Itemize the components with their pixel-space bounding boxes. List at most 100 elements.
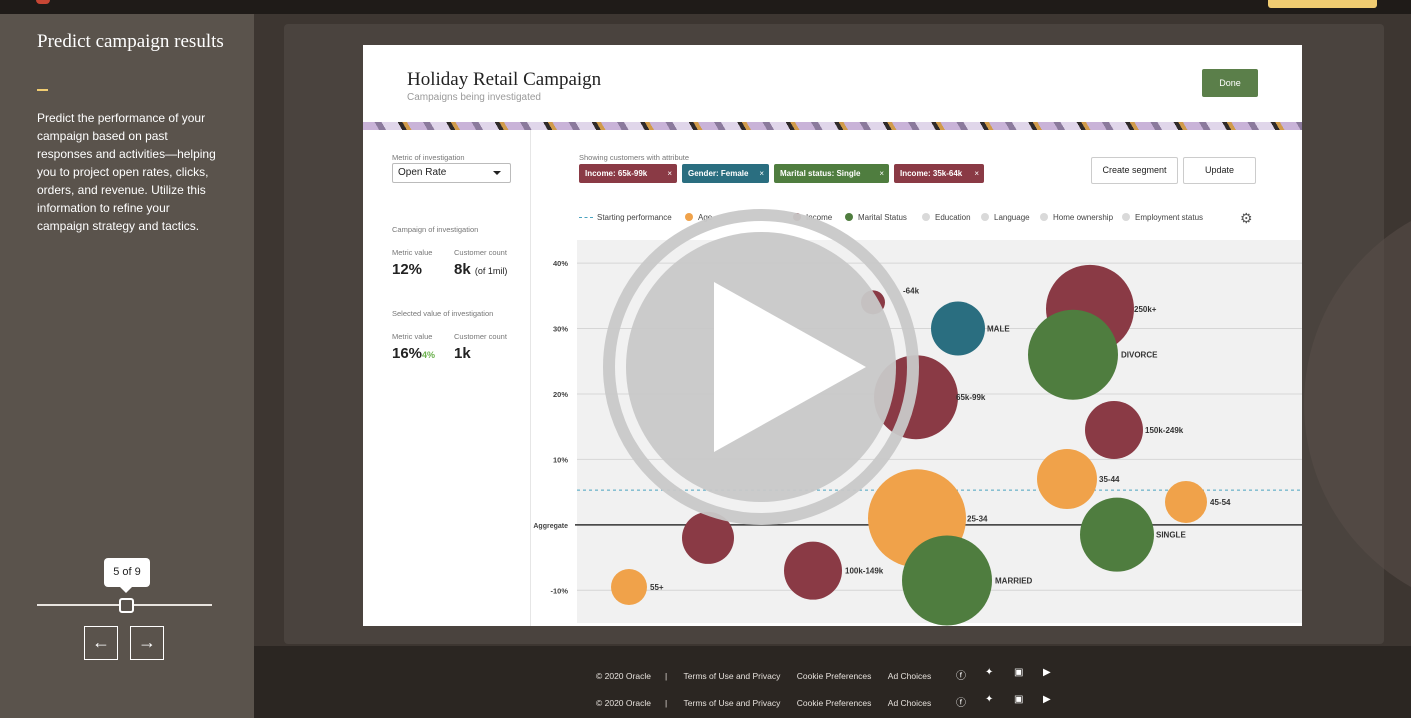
- metric-label: Metric of investigation: [392, 153, 465, 162]
- metric-select[interactable]: Open Rate: [392, 163, 511, 183]
- bubble-married: [902, 535, 992, 626]
- y-tick-label: 10%: [553, 455, 568, 464]
- selected-customer-count-label: Customer count: [454, 332, 507, 341]
- legend-education[interactable]: Education: [922, 213, 971, 222]
- footer-terms-link[interactable]: Terms of Use and Privacy: [683, 698, 781, 708]
- selected-count: 1k: [454, 345, 471, 362]
- done-button[interactable]: Done: [1202, 69, 1258, 97]
- legend-language[interactable]: Language: [981, 213, 1030, 222]
- bubble-male: [931, 301, 985, 356]
- legend-marital-label: Marital Status: [858, 213, 907, 222]
- filter-chip[interactable]: Income: 35k-64k ×: [894, 164, 984, 183]
- decorative-banner: [363, 122, 1302, 130]
- filter-chip[interactable]: Income: 65k-99k ×: [579, 164, 677, 183]
- legend-home[interactable]: Home ownership: [1040, 213, 1113, 222]
- bubble-label: 35-44: [1099, 475, 1120, 484]
- footer-copyright: © 2020 Oracle: [596, 671, 651, 681]
- bubble-label: 150k-249k: [1145, 426, 1184, 435]
- pager-tooltip: 5 of 9: [104, 558, 150, 593]
- legend-age[interactable]: Age: [685, 213, 712, 222]
- campaign-metric: 12%: [392, 261, 423, 278]
- showing-label: Showing customers with attribute: [579, 153, 690, 162]
- close-icon[interactable]: ×: [974, 169, 979, 178]
- update-button[interactable]: Update: [1183, 157, 1256, 184]
- twitter-icon[interactable]: ✦: [985, 667, 994, 678]
- language-dot-icon: [981, 213, 989, 221]
- footer-terms-link[interactable]: Terms of Use and Privacy: [683, 671, 781, 681]
- filter-chip[interactable]: Gender: Female ×: [682, 164, 769, 183]
- legend-starting-label: Starting performance: [597, 213, 672, 222]
- linkedin-icon[interactable]: ▣: [1014, 694, 1024, 705]
- title-rule: [37, 89, 48, 91]
- bubble-label: 45-54: [1210, 498, 1231, 507]
- next-button[interactable]: →: [130, 626, 164, 660]
- bubble-label: 25-34: [967, 514, 988, 523]
- bubble-100k-149k: [784, 541, 842, 600]
- close-icon[interactable]: ×: [667, 169, 672, 178]
- youtube-icon[interactable]: ▶: [1043, 694, 1051, 705]
- legend-home-label: Home ownership: [1053, 213, 1114, 222]
- bubble-label: SINGLE: [1156, 531, 1186, 540]
- bubble-label: 55+: [650, 583, 664, 592]
- card-title: Holiday Retail Campaign: [407, 69, 602, 90]
- footer-cookies-link[interactable]: Cookie Preferences: [796, 671, 872, 681]
- metric-value-label: Metric value: [392, 248, 433, 257]
- legend-employment[interactable]: Employment status: [1122, 213, 1203, 222]
- create-segment-button[interactable]: Create segment: [1091, 157, 1178, 184]
- legend-language-label: Language: [994, 213, 1030, 222]
- y-tick-label: 40%: [553, 259, 568, 268]
- bubble-45-54: [1165, 480, 1207, 523]
- metrics-panel: Metric of investigation Open Rate Campai…: [363, 130, 531, 626]
- campaign-count: 8k (of 1mil): [454, 261, 507, 278]
- filter-chip-label: Marital status: Single: [780, 169, 861, 178]
- filter-chip-label: Gender: Female: [688, 169, 749, 178]
- bubble-label: MARRIED: [995, 576, 1033, 585]
- play-icon[interactable]: [601, 207, 921, 527]
- footer-separator: |: [664, 671, 668, 681]
- customer-count-label: Customer count: [454, 248, 507, 257]
- y-tick-label: 30%: [553, 325, 568, 334]
- sidebar-description: Predict the performance of your campaign…: [37, 111, 216, 233]
- footer-cookies-link[interactable]: Cookie Preferences: [796, 698, 872, 708]
- y-tick-label: 20%: [553, 390, 568, 399]
- legend-age-label: Age: [698, 213, 713, 222]
- footer-adchoices-link[interactable]: Ad Choices: [887, 671, 932, 681]
- progress-slider-handle[interactable]: [119, 598, 134, 613]
- bubble-label: -64k: [903, 286, 920, 295]
- legend-marital[interactable]: Marital Status: [845, 213, 907, 222]
- dashed-line-icon: [579, 217, 593, 218]
- facebook-icon[interactable]: ⓕ: [956, 698, 966, 709]
- campaign-count-value: 8k: [454, 261, 471, 278]
- youtube-icon[interactable]: ▶: [1043, 667, 1051, 678]
- legend-education-label: Education: [935, 213, 971, 222]
- gear-icon[interactable]: ⚙: [1240, 210, 1253, 226]
- bubble-unlabeled: [682, 511, 734, 564]
- footer-adchoices-link[interactable]: Ad Choices: [887, 698, 932, 708]
- legend-starting[interactable]: Starting performance: [579, 213, 672, 222]
- prev-button[interactable]: ←: [84, 626, 118, 660]
- sidebar-title: Predict campaign results: [37, 31, 224, 52]
- education-dot-icon: [922, 213, 930, 221]
- close-icon[interactable]: ×: [759, 169, 764, 178]
- card-subtitle: Campaigns being investigated: [407, 92, 541, 103]
- selected-metric-value: 16%: [392, 345, 423, 362]
- campaign-section-label: Campaign of investigation: [392, 225, 479, 234]
- facebook-icon[interactable]: ⓕ: [956, 671, 966, 682]
- legend-employment-label: Employment status: [1135, 213, 1204, 222]
- filter-chip-label: Income: 65k-99k: [585, 169, 648, 178]
- legend-income-label: Income: [806, 213, 833, 222]
- marital-dot-icon: [845, 213, 853, 221]
- sidebar: Predict campaign results Predict the per…: [0, 14, 254, 718]
- linkedin-icon[interactable]: ▣: [1014, 667, 1024, 678]
- filter-chip[interactable]: Marital status: Single ×: [774, 164, 889, 183]
- twitter-icon[interactable]: ✦: [985, 694, 994, 705]
- bubble-label: 100k-149k: [845, 567, 884, 576]
- top-cta-button[interactable]: [1268, 0, 1377, 8]
- bubble-label: 65k-99k: [956, 393, 986, 402]
- bubble-150k-249k: [1085, 400, 1143, 459]
- campaign-count-note: (of 1mil): [474, 266, 508, 276]
- bubble-35-44: [1037, 449, 1097, 510]
- close-icon[interactable]: ×: [879, 169, 884, 178]
- oracle-logo[interactable]: [36, 0, 50, 4]
- y-tick-label: -10%: [550, 586, 568, 595]
